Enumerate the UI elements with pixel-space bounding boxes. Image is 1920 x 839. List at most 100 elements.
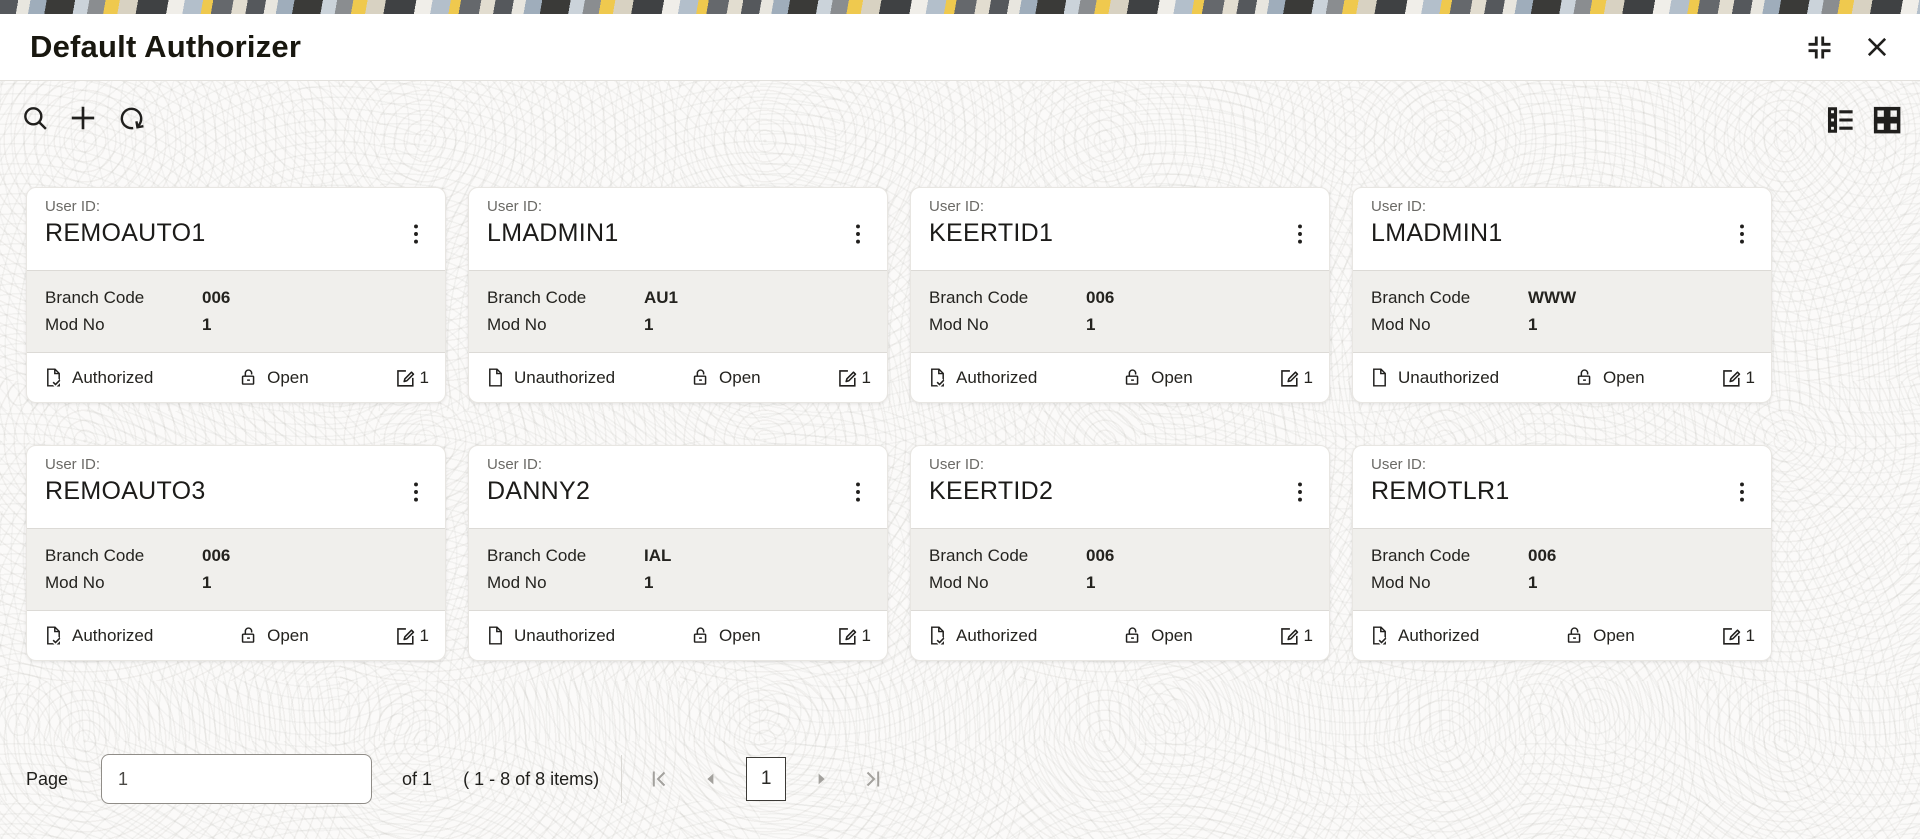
edit-count-text: 1: [861, 625, 871, 645]
authorizer-card[interactable]: User ID: LMADMIN1 Branch Code WWW Mod No 1…: [1352, 187, 1772, 403]
card-menu-button[interactable]: [1725, 466, 1759, 518]
auth-status-text: Authorized: [956, 625, 1038, 645]
user-id-value: KEERTID2: [929, 477, 1054, 505]
page-of-text: of 1: [402, 768, 433, 789]
edit-count: 1: [394, 625, 429, 647]
record-status-text: Open: [719, 367, 761, 387]
auth-status: Authorized: [43, 625, 153, 646]
mod-no-label: Mod No: [1371, 573, 1431, 592]
user-id-value: REMOTLR1: [1371, 477, 1510, 505]
edit-icon: [836, 625, 858, 647]
auth-status: Authorized: [927, 625, 1037, 646]
edit-count: 1: [1278, 367, 1313, 389]
card-body: Branch Code 006 Mod No 1: [27, 528, 445, 611]
list-view-icon: [1824, 103, 1858, 137]
authorizer-card[interactable]: User ID: DANNY2 Branch Code IAL Mod No 1 U…: [468, 445, 888, 661]
mod-no-label: Mod No: [45, 573, 105, 592]
last-page-button[interactable]: [859, 766, 885, 792]
kebab-menu-icon: [845, 479, 871, 505]
authorizer-card[interactable]: User ID: REMOAUTO3 Branch Code 006 Mod No…: [26, 445, 446, 661]
edit-count: 1: [1278, 625, 1313, 647]
mod-no-label: Mod No: [45, 315, 105, 334]
edit-icon: [836, 367, 858, 389]
add-button[interactable]: [66, 101, 100, 135]
lock-open-icon: [1122, 625, 1143, 646]
edit-icon: [394, 367, 416, 389]
card-body: Branch Code 006 Mod No 1: [911, 528, 1329, 611]
record-status-text: Open: [1151, 367, 1193, 387]
lock-open-icon: [690, 367, 711, 388]
kebab-menu-icon: [1287, 221, 1313, 247]
collapse-button[interactable]: [1800, 28, 1838, 66]
auth-status-text: Unauthorized: [1398, 367, 1500, 387]
card-menu-button[interactable]: [1283, 466, 1317, 518]
user-id-label: User ID:: [487, 456, 543, 473]
refresh-button[interactable]: [114, 101, 148, 135]
card-menu-button[interactable]: [841, 208, 875, 260]
card-menu-button[interactable]: [1725, 208, 1759, 260]
record-status: Open: [238, 625, 309, 646]
authorizer-card[interactable]: User ID: KEERTID1 Branch Code 006 Mod No 1…: [910, 187, 1330, 403]
record-status: Open: [1574, 367, 1645, 388]
authorizer-card[interactable]: User ID: REMOAUTO1 Branch Code 006 Mod No…: [26, 187, 446, 403]
card-footer: Authorized Open 1: [27, 611, 445, 660]
branch-code-label: Branch Code: [487, 288, 587, 307]
edit-count-text: 1: [861, 367, 871, 387]
page-title: Default Authorizer: [30, 29, 302, 64]
lock-open-icon: [1122, 367, 1143, 388]
branch-code-value: 006: [202, 546, 231, 565]
kebab-menu-icon: [1287, 479, 1313, 505]
mod-no-label: Mod No: [487, 573, 547, 592]
kebab-menu-icon: [403, 479, 429, 505]
branch-code-label: Branch Code: [45, 546, 145, 565]
card-footer: Unauthorized Open 1: [469, 611, 887, 660]
document-icon: [1369, 367, 1390, 388]
document-check-icon: [1369, 625, 1390, 646]
list-view-button[interactable]: [1824, 103, 1858, 137]
content-area: User ID: REMOAUTO1 Branch Code 006 Mod No…: [0, 81, 1920, 839]
authorizer-card[interactable]: User ID: KEERTID2 Branch Code 006 Mod No 1…: [910, 445, 1330, 661]
previous-page-button[interactable]: [698, 766, 724, 792]
edit-icon: [1278, 625, 1300, 647]
record-status: Open: [1564, 625, 1635, 646]
card-menu-button[interactable]: [399, 466, 433, 518]
close-icon: [1863, 33, 1891, 61]
card-body: Branch Code 006 Mod No 1: [911, 270, 1329, 353]
branch-code-value: 006: [1086, 288, 1115, 307]
authorizer-card[interactable]: User ID: LMADMIN1 Branch Code AU1 Mod No 1…: [468, 187, 888, 403]
auth-status-text: Unauthorized: [514, 367, 616, 387]
card-body: Branch Code 006 Mod No 1: [1353, 528, 1771, 611]
edit-count: 1: [1720, 625, 1755, 647]
search-button[interactable]: [18, 101, 52, 135]
mod-no-value: 1: [1528, 573, 1538, 592]
record-status: Open: [1122, 625, 1193, 646]
auth-status-text: Authorized: [1398, 625, 1480, 645]
close-button[interactable]: [1858, 28, 1896, 66]
card-menu-button[interactable]: [399, 208, 433, 260]
mod-no-value: 1: [644, 315, 654, 334]
user-id-label: User ID:: [1371, 456, 1427, 473]
card-menu-button[interactable]: [1283, 208, 1317, 260]
branch-code-value: 006: [1528, 546, 1557, 565]
grid-view-button[interactable]: [1870, 103, 1904, 137]
user-id-value: REMOAUTO1: [45, 219, 206, 247]
first-page-button[interactable]: [647, 766, 673, 792]
edit-count-text: 1: [1303, 367, 1313, 387]
current-page-button[interactable]: 1: [746, 757, 787, 801]
edit-icon: [1278, 367, 1300, 389]
lock-open-icon: [1564, 625, 1585, 646]
branch-code-label: Branch Code: [45, 288, 145, 307]
card-menu-button[interactable]: [841, 466, 875, 518]
next-page-button[interactable]: [808, 766, 834, 792]
collapse-icon: [1804, 32, 1835, 63]
record-status: Open: [690, 367, 761, 388]
document-check-icon: [43, 367, 64, 388]
card-footer: Unauthorized Open 1: [469, 353, 887, 402]
page-input[interactable]: [101, 754, 373, 804]
branch-code-value: IAL: [644, 546, 672, 565]
auth-status: Authorized: [927, 367, 1037, 388]
authorizer-card[interactable]: User ID: REMOTLR1 Branch Code 006 Mod No 1…: [1352, 445, 1772, 661]
card-header: User ID: DANNY2: [469, 446, 887, 528]
last-page-icon: [860, 767, 884, 791]
grid-view-icon: [1870, 103, 1904, 137]
